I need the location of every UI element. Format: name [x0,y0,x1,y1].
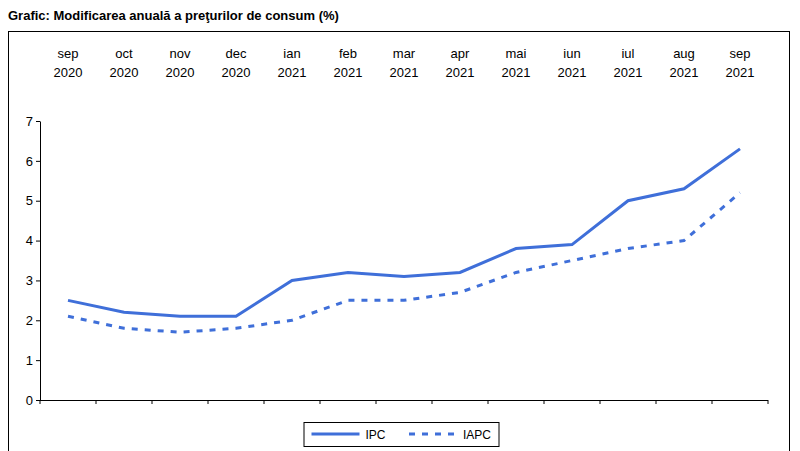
x-separator [768,400,769,404]
category-label-line: aug [673,46,695,61]
category-label: iun 2021 [558,46,587,80]
x-separator [208,400,209,404]
x-separator [432,400,433,404]
y-tick-label: 4 [26,233,33,248]
chart-frame [9,32,790,451]
category-label: iul 2021 [614,46,643,80]
category-labels: sep 2020 oct 2020 nov 2020 dec 2020 ian 2021 feb 20… [54,46,755,80]
series-line [68,149,740,316]
category-label-line: 2020 [166,65,195,80]
category-label-line: sep [730,46,751,61]
legend-box [304,423,499,447]
category-label-line: 2021 [502,65,531,80]
category-label: dec 2020 [222,46,251,80]
category-label-line: oct [115,46,133,61]
y-tick-label: 3 [26,273,33,288]
category-label-line: 2020 [54,65,83,80]
x-separator [264,400,265,404]
category-label-line: 2021 [726,65,755,80]
category-label-line: sep [58,46,79,61]
legend: IPC IAPC [304,423,499,447]
y-tick-label: 5 [26,193,33,208]
title: Grafic: Modificarea anuală a preţurilor … [8,8,339,23]
y-tick: 6 [26,154,40,169]
category-label: nov 2020 [166,46,195,80]
category-label-line: feb [339,46,357,61]
category-label-line: mar [393,46,416,61]
category-label: feb 2021 [334,46,363,80]
y-tick-mark [36,280,40,281]
x-separator [488,400,489,404]
y-tick-label: 2 [26,313,33,328]
y-tick-mark [36,121,40,122]
category-label-line: iun [563,46,580,61]
legend-label: IAPC [463,428,491,442]
category-label: mar 2021 [390,46,419,80]
x-separator [544,400,545,404]
category-label-line: 2020 [222,65,251,80]
y-tick: 0 [26,393,40,408]
category-label-line: 2021 [278,65,307,80]
y-axis-line [40,122,41,401]
category-label: mai 2021 [502,46,531,80]
x-axis-line [40,400,768,401]
series-line [68,193,740,333]
category-label-line: iul [621,46,634,61]
category-label: apr 2021 [446,46,475,80]
x-separator [152,400,153,404]
y-tick-mark [36,400,40,401]
y-tick-mark [36,161,40,162]
category-label-line: dec [226,46,247,61]
category-label: aug 2021 [670,46,699,80]
x-separator [656,400,657,404]
y-tick-label: 7 [26,114,33,129]
category-label-line: apr [451,46,470,61]
x-separator [96,400,97,404]
y-axis: 0 1 2 3 4 5 6 7 [26,114,41,408]
category-label-line: 2021 [446,65,475,80]
category-label-line: 2021 [390,65,419,80]
y-tick: 1 [26,353,40,368]
legend-swatch [409,433,457,436]
category-label: ian 2021 [278,46,307,80]
y-tick-mark [36,320,40,321]
y-tick-mark [36,360,40,361]
y-tick-mark [36,241,40,242]
plot-area [68,149,740,332]
category-label-line: 2021 [334,65,363,80]
category-label-line: 2021 [558,65,587,80]
x-separator [376,400,377,404]
category-label: oct 2020 [110,46,139,80]
y-tick: 3 [26,273,40,288]
x-separator [320,400,321,404]
y-tick: 7 [26,114,40,129]
legend-label: IPC [366,428,386,442]
category-label-line: nov [170,46,191,61]
category-label: sep 2021 [726,46,755,80]
y-tick-label: 1 [26,353,33,368]
y-tick-mark [36,201,40,202]
category-label-line: 2020 [110,65,139,80]
category-label-line: mai [506,46,527,61]
category-label: sep 2020 [54,46,83,80]
category-label-line: ian [283,46,300,61]
y-tick: 4 [26,233,40,248]
legend-swatch [312,433,360,436]
chart: Grafic: Modificarea anuală a preţurilor … [0,0,800,451]
category-label-line: 2021 [670,65,699,80]
category-label-line: 2021 [614,65,643,80]
x-separator [600,400,601,404]
x-separator [40,400,41,404]
y-tick: 2 [26,313,40,328]
x-separator [712,400,713,404]
y-tick-label: 6 [26,154,33,169]
y-tick-label: 0 [26,393,33,408]
y-tick: 5 [26,193,40,208]
